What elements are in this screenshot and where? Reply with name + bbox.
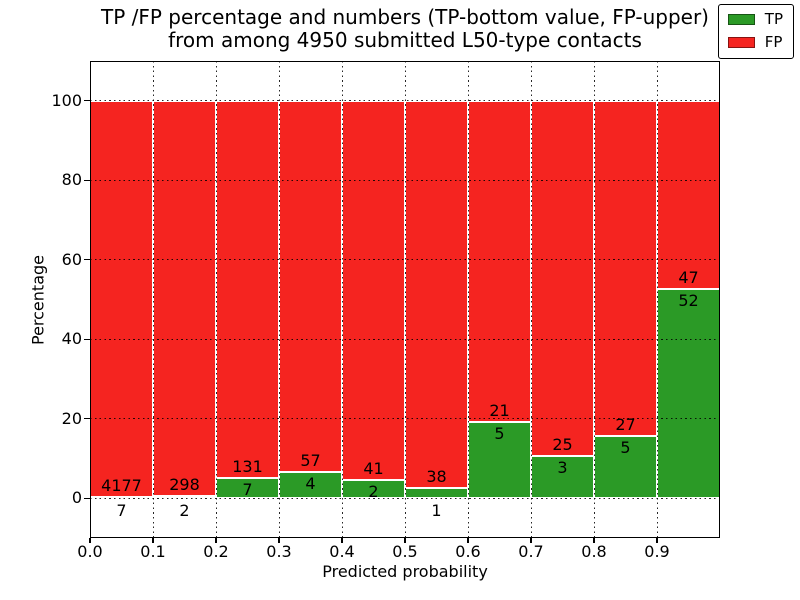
tp-bar-segment [657, 289, 720, 499]
v-gridline [593, 61, 595, 538]
tp-bar-segment [153, 495, 216, 499]
y-tick [84, 179, 90, 181]
h-gridline [90, 338, 720, 340]
tp-count-label: 7 [242, 480, 253, 500]
tp-count-label: 5 [620, 438, 631, 458]
x-tick-label: 0.9 [644, 542, 670, 561]
legend-swatch-fp [727, 37, 755, 48]
fp-bar-segment [405, 100, 468, 489]
chart-title-line2: from among 4950 submitted L50-type conta… [168, 28, 642, 52]
fp-bar-segment [279, 100, 342, 473]
y-tick [84, 497, 90, 499]
x-tick-label: 0.6 [455, 542, 481, 561]
legend-item-tp: TP [727, 10, 783, 28]
chart-title-line1: TP /FP percentage and numbers (TP-bottom… [101, 5, 709, 29]
v-gridline [467, 61, 469, 538]
tp-bar-segment [279, 472, 342, 499]
x-tick-label: 0.0 [77, 542, 103, 561]
v-gridline [278, 61, 280, 538]
tp-count-label: 2 [179, 501, 190, 521]
v-gridline [530, 61, 532, 538]
fp-count-label: 25 [552, 434, 573, 454]
x-tick-label: 0.1 [140, 542, 166, 561]
tp-bar-segment [594, 436, 657, 499]
v-gridline [215, 61, 217, 538]
fp-bar-segment [657, 100, 720, 290]
tp-count-label: 1 [431, 501, 442, 521]
fp-bar-segment [531, 100, 594, 456]
x-tick-label: 0.8 [581, 542, 607, 561]
tp-bar-segment [216, 478, 279, 499]
h-gridline [90, 418, 720, 420]
fp-count-label: 131 [232, 457, 263, 477]
h-gridline [90, 179, 720, 181]
h-gridline [90, 100, 720, 102]
tp-bar-segment [531, 455, 594, 499]
x-tick [593, 538, 595, 543]
tp-bar-segment [342, 479, 405, 499]
legend: TP FP [717, 4, 794, 59]
v-gridline [404, 61, 406, 538]
fp-bar-segment [90, 100, 153, 498]
y-tick-label: 40 [61, 329, 82, 349]
tp-bar-segment [468, 421, 531, 499]
x-tick [404, 538, 406, 543]
plot-area: 4177 7 298 2 131 7 57 4 41 2 38 1 21 5 25 3 27 5 47 52 [90, 61, 720, 538]
tp-bar-segment [405, 488, 468, 499]
tp-count-label: 52 [678, 291, 699, 311]
fp-bar-segment [342, 100, 405, 480]
tp-count-label: 4 [305, 474, 316, 494]
fp-bar-segment [153, 100, 216, 496]
x-tick [467, 538, 469, 543]
h-gridline [90, 497, 720, 499]
x-tick-label: 0.4 [329, 542, 355, 561]
x-tick [89, 538, 91, 543]
y-tick [84, 338, 90, 340]
legend-label-tp: TP [764, 10, 783, 28]
y-tick-label: 60 [61, 249, 82, 269]
legend-label-fp: FP [764, 33, 783, 51]
y-tick [84, 100, 90, 102]
chart-title: TP /FP percentage and numbers (TP-bottom… [90, 6, 720, 52]
y-tick-label: 0 [71, 488, 82, 508]
y-tick [84, 418, 90, 420]
x-tick [152, 538, 154, 543]
x-tick-label: 0.7 [518, 542, 544, 561]
fp-count-label: 57 [300, 451, 321, 471]
x-tick [530, 538, 532, 543]
fp-bar-segment [594, 100, 657, 437]
fp-count-label: 298 [169, 474, 200, 494]
x-tick [215, 538, 217, 543]
tp-count-label: 5 [494, 423, 505, 443]
y-tick-label: 80 [61, 170, 82, 190]
fp-count-label: 47 [678, 268, 699, 288]
tp-count-label: 2 [368, 481, 379, 501]
y-tick [84, 259, 90, 261]
fp-count-label: 21 [489, 400, 510, 420]
y-tick-label: 100 [51, 90, 82, 110]
x-tick [278, 538, 280, 543]
fp-count-label: 41 [363, 458, 384, 478]
legend-item-fp: FP [727, 33, 783, 51]
fp-count-label: 27 [615, 415, 636, 435]
h-gridline [90, 259, 720, 261]
legend-swatch-tp [727, 14, 755, 25]
y-tick-label: 20 [61, 408, 82, 428]
x-tick [341, 538, 343, 543]
v-gridline [341, 61, 343, 538]
x-tick-label: 0.5 [392, 542, 418, 561]
fp-bar-segment [216, 100, 279, 479]
tp-count-label: 7 [116, 501, 127, 521]
x-tick [656, 538, 658, 543]
tp-count-label: 3 [557, 457, 568, 477]
x-tick-label: 0.3 [266, 542, 292, 561]
v-gridline [152, 61, 154, 538]
v-gridline [656, 61, 658, 538]
fp-count-label: 4177 [101, 476, 142, 496]
x-tick-label: 0.2 [203, 542, 229, 561]
fp-count-label: 38 [426, 467, 447, 487]
fp-bar-segment [468, 100, 531, 422]
x-axis-label: Predicted probability [322, 562, 488, 581]
